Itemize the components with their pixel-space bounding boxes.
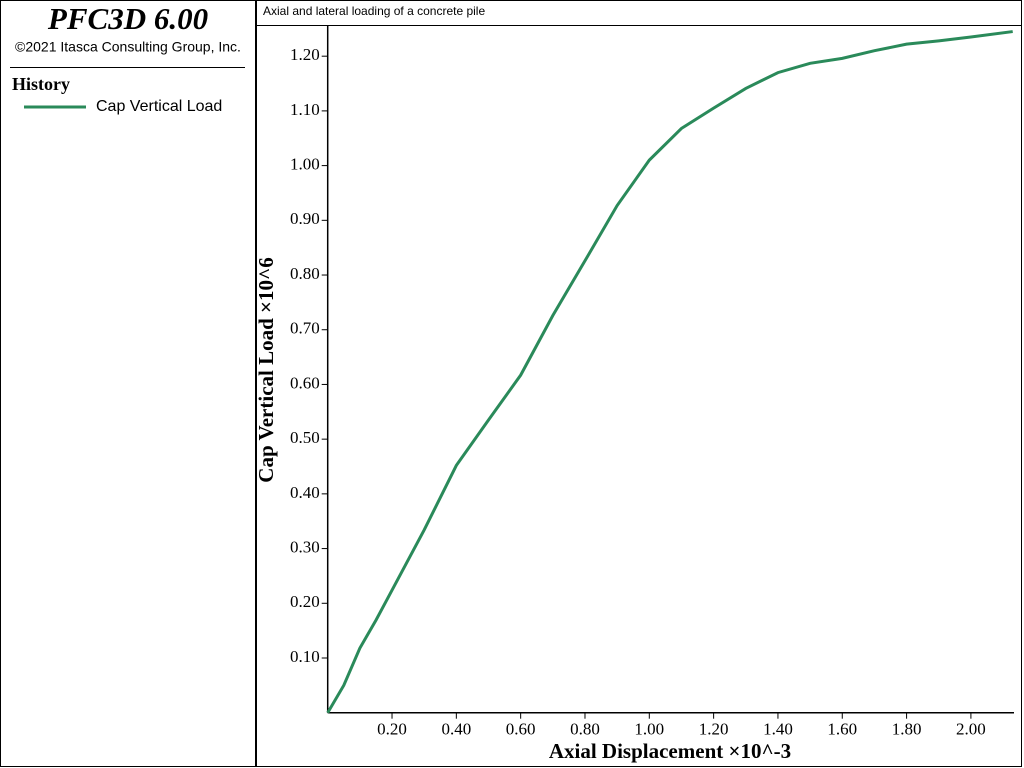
data-line — [326, 30, 1013, 714]
x-tick-label: 1.80 — [892, 720, 922, 739]
x-tick-label: 0.60 — [506, 720, 536, 739]
x-tick-label: 1.00 — [634, 720, 664, 739]
x-tick-label: 0.40 — [441, 720, 471, 739]
y-axis-label: Cap Vertical Load ×10^6 — [254, 257, 278, 482]
x-axis-label: Axial Displacement ×10^-3 — [549, 739, 791, 763]
y-tick-label: 0.40 — [290, 483, 320, 502]
plot-title: Axial and lateral loading of a concrete … — [263, 4, 485, 18]
x-tick-label: 0.20 — [377, 720, 407, 739]
y-tick-label: 1.20 — [290, 45, 320, 64]
plot-panel — [256, 0, 1022, 767]
legend-label: Cap Vertical Load — [96, 98, 222, 115]
copyright: ©2021 Itasca Consulting Group, Inc. — [15, 39, 241, 55]
x-tick-label: 1.20 — [699, 720, 729, 739]
legend-panel — [0, 0, 256, 767]
y-tick-label: 1.10 — [290, 100, 320, 119]
y-tick-label: 0.90 — [290, 209, 320, 228]
y-tick-label: 0.60 — [290, 373, 320, 392]
y-tick-label: 1.00 — [290, 155, 320, 174]
x-tick-label: 2.00 — [956, 720, 986, 739]
legend-title: History — [12, 74, 70, 94]
y-tick-label: 0.50 — [290, 428, 320, 447]
x-tick-label: 1.40 — [763, 720, 793, 739]
y-tick-label: 0.30 — [290, 537, 320, 556]
app-title: PFC3D 6.00 — [47, 1, 208, 36]
y-tick-label: 0.80 — [290, 264, 320, 283]
x-tick-label: 1.60 — [827, 720, 857, 739]
y-tick-label: 0.10 — [290, 647, 320, 666]
y-tick-label: 0.70 — [290, 319, 320, 338]
x-tick-label: 0.80 — [570, 720, 600, 739]
y-tick-label: 0.20 — [290, 592, 320, 611]
